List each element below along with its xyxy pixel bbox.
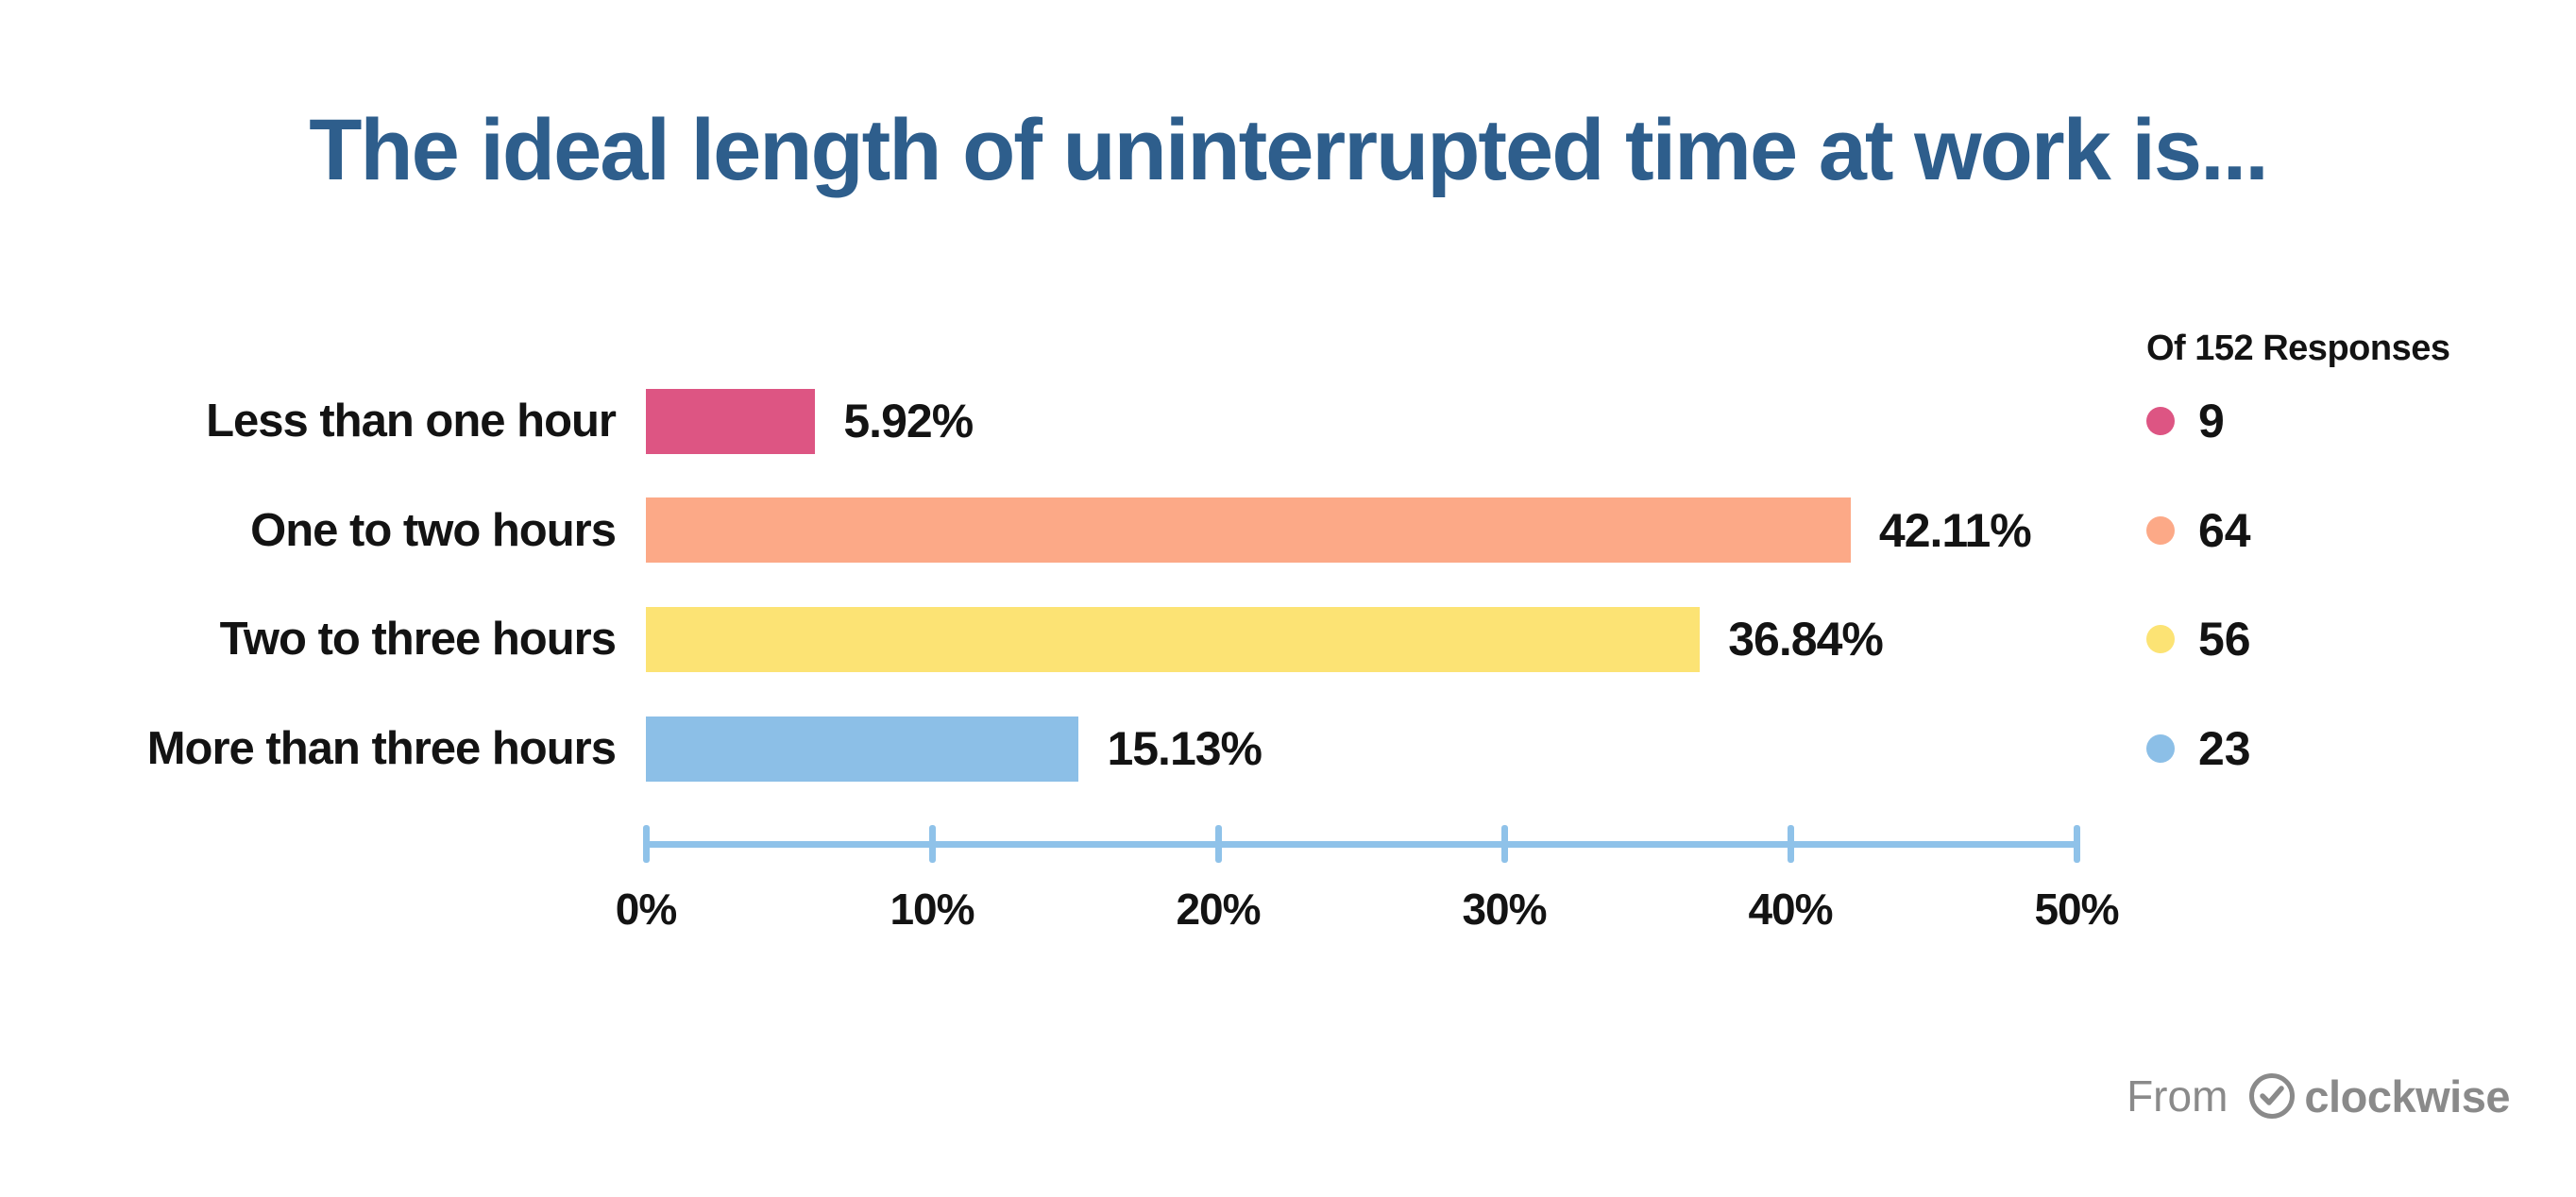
value-label: 42.11% [1878,503,2032,557]
legend-dot [2146,625,2175,654]
chart-title: The ideal length of uninterrupted time a… [309,102,2269,198]
axis-tick [642,825,650,863]
from-label: From [2127,1071,2229,1121]
bar [646,716,1079,782]
legend-count: 23 [2198,722,2251,776]
legend-dot [2146,515,2175,545]
axis-tick-label: 50% [2034,885,2119,934]
axis-tick-label: 10% [890,885,974,934]
x-axis-line [643,841,2080,848]
category-label: One to two hours [250,504,617,556]
value-label: 15.13% [1107,722,1263,776]
legend-count: 56 [2198,613,2251,666]
bar [646,606,1701,672]
clockwise-logo-icon [2248,1072,2296,1120]
legend-count: 9 [2198,395,2225,447]
bar [646,497,1851,564]
category-label: More than three hours [146,723,617,775]
category-label: Less than one hour [206,396,617,447]
value-label: 36.84% [1728,613,1884,666]
bar [646,388,816,454]
axis-tick [1787,825,1794,863]
axis-tick [1500,825,1508,863]
axis-tick-label: 40% [1748,885,1833,934]
value-label: 5.92% [843,395,974,447]
legend-dot [2146,407,2175,435]
legend-count: 64 [2198,503,2251,557]
legend-dot [2146,734,2175,764]
brand-name: clockwise [2304,1071,2510,1121]
axis-tick [1214,825,1222,863]
axis-tick-label: 20% [1176,885,1261,934]
legend-title: Of 152 Responses [2146,329,2450,368]
axis-tick-label: 0% [615,885,677,934]
category-label: Two to three hours [219,614,617,666]
axis-tick [2073,825,2080,863]
axis-tick-label: 30% [1462,885,1547,934]
axis-tick [928,825,936,863]
brand-footer: From clockwise [2127,1068,2510,1124]
